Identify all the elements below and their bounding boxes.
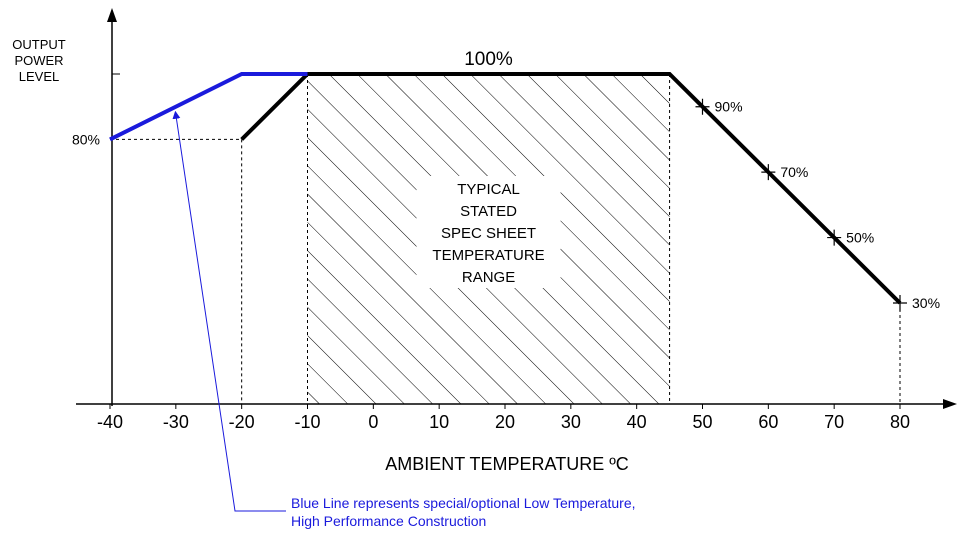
x-axis-arrow-icon bbox=[943, 399, 957, 409]
spec-range-label-line: SPEC SHEET bbox=[441, 225, 536, 242]
x-axis-ticks bbox=[109, 73, 901, 409]
spec-range-label-line: RANGE bbox=[462, 269, 515, 286]
point-label: 70% bbox=[780, 164, 808, 180]
plus-marker-icon bbox=[761, 164, 776, 181]
x-tick-label: 50 bbox=[692, 412, 712, 432]
y-axis-title: OUTPUT POWER LEVEL bbox=[12, 37, 66, 84]
x-tick-label: 30 bbox=[561, 412, 581, 432]
annotation-leader-line bbox=[172, 110, 286, 512]
x-tick-label: 20 bbox=[495, 412, 515, 432]
point-label: 50% bbox=[846, 230, 874, 246]
x-tick-label: -40 bbox=[97, 412, 123, 432]
plus-marker-icon bbox=[695, 98, 710, 115]
plus-marker-icon bbox=[827, 229, 842, 246]
blue-line-annotation: Blue Line represents special/optional Lo… bbox=[291, 495, 636, 529]
x-tick-label: 70 bbox=[824, 412, 844, 432]
spec-range-label-line: STATED bbox=[460, 203, 517, 220]
x-tick-label: -30 bbox=[163, 412, 189, 432]
plus-marker-icon bbox=[893, 295, 907, 311]
x-tick-label: 40 bbox=[627, 412, 647, 432]
x-tick-label: -10 bbox=[294, 412, 320, 432]
low-temp-line bbox=[109, 72, 308, 142]
x-axis-title: AMBIENT TEMPERATURE ºC bbox=[385, 454, 629, 474]
x-tick-label: -20 bbox=[229, 412, 255, 432]
point-label: 80% bbox=[72, 131, 100, 147]
spec-range-label-line: TEMPERATURE bbox=[432, 247, 544, 264]
point-label: 90% bbox=[715, 99, 743, 115]
guide-lines bbox=[110, 138, 901, 404]
x-tick-label: 60 bbox=[758, 412, 778, 432]
x-axis-tick-labels: -40 -30 -20 -10 0 10 20 30 40 50 60 70 80 bbox=[97, 412, 910, 432]
point-label: 30% bbox=[912, 295, 940, 311]
spec-range-label-line: TYPICAL bbox=[457, 181, 520, 198]
spec-range-label-background bbox=[416, 176, 561, 288]
x-tick-label: 80 bbox=[890, 412, 910, 432]
y-axis-arrow-icon bbox=[107, 8, 117, 22]
x-tick-label: 0 bbox=[368, 412, 378, 432]
point-markers bbox=[695, 98, 907, 311]
x-tick-label: 10 bbox=[429, 412, 449, 432]
point-label: 100% bbox=[464, 49, 513, 70]
point-labels: 80% 100% 90% 70% 50% 30% bbox=[72, 49, 940, 311]
spec-range-label: TYPICAL STATED SPEC SHEET TEMPERATURE RANGE bbox=[432, 181, 544, 286]
